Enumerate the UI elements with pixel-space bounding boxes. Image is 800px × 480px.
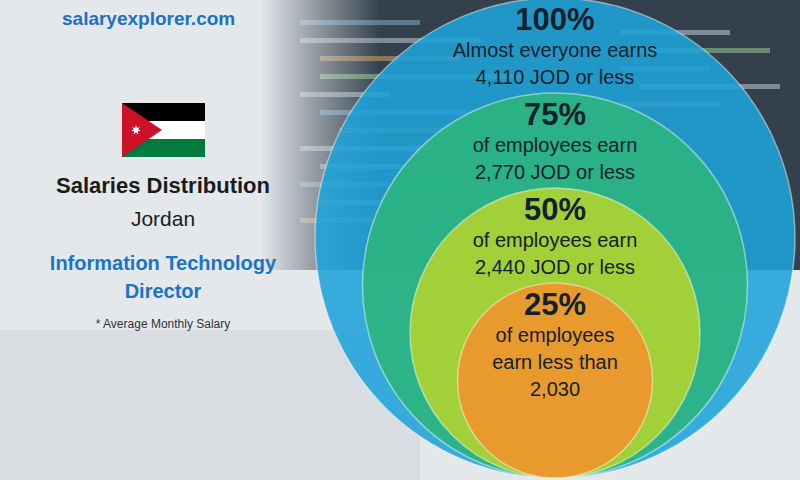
flag [122, 103, 205, 157]
percentile-circle [458, 283, 653, 478]
percentile-circle [363, 93, 748, 478]
flag-star [131, 125, 141, 135]
job-title: Director [125, 280, 202, 302]
value-label: earn less than [492, 351, 618, 373]
percentile-circle [410, 188, 700, 478]
percentile-label: 75% [524, 97, 586, 132]
circle-labels: 100%Almost everyone earns 4,110 JOD or le… [453, 2, 658, 400]
percentile-circle [315, 0, 795, 478]
chart-svg: salaryexplorer.com Salaries Distribution J… [0, 0, 800, 480]
value-label: of employees earn [473, 229, 638, 251]
job-title: Information Technology [50, 252, 277, 274]
value-label: of employees [496, 324, 615, 346]
title: Salaries Distribution [56, 173, 270, 198]
flag-triangle [122, 103, 162, 157]
value-label: 2,440 JOD or less [475, 256, 635, 278]
percentile-label: 100% [515, 2, 594, 37]
subtitle: Jordan [131, 207, 195, 230]
chart-container: salaryexplorer.com Salaries Distribution J… [0, 0, 800, 480]
source-label: salaryexplorer.com [62, 8, 235, 29]
percentile-label: 25% [524, 287, 586, 322]
value-label: 4,110 JOD or less [476, 66, 635, 88]
value-label: 2,030 [530, 378, 580, 400]
percentile-label: 50% [524, 192, 586, 227]
note: * Average Monthly Salary [96, 317, 231, 331]
value-label: Almost everyone earns [453, 39, 658, 61]
value-label: 2,770 JOD or less [475, 161, 635, 183]
circles [315, 0, 795, 478]
value-label: of employees earn [473, 134, 638, 156]
